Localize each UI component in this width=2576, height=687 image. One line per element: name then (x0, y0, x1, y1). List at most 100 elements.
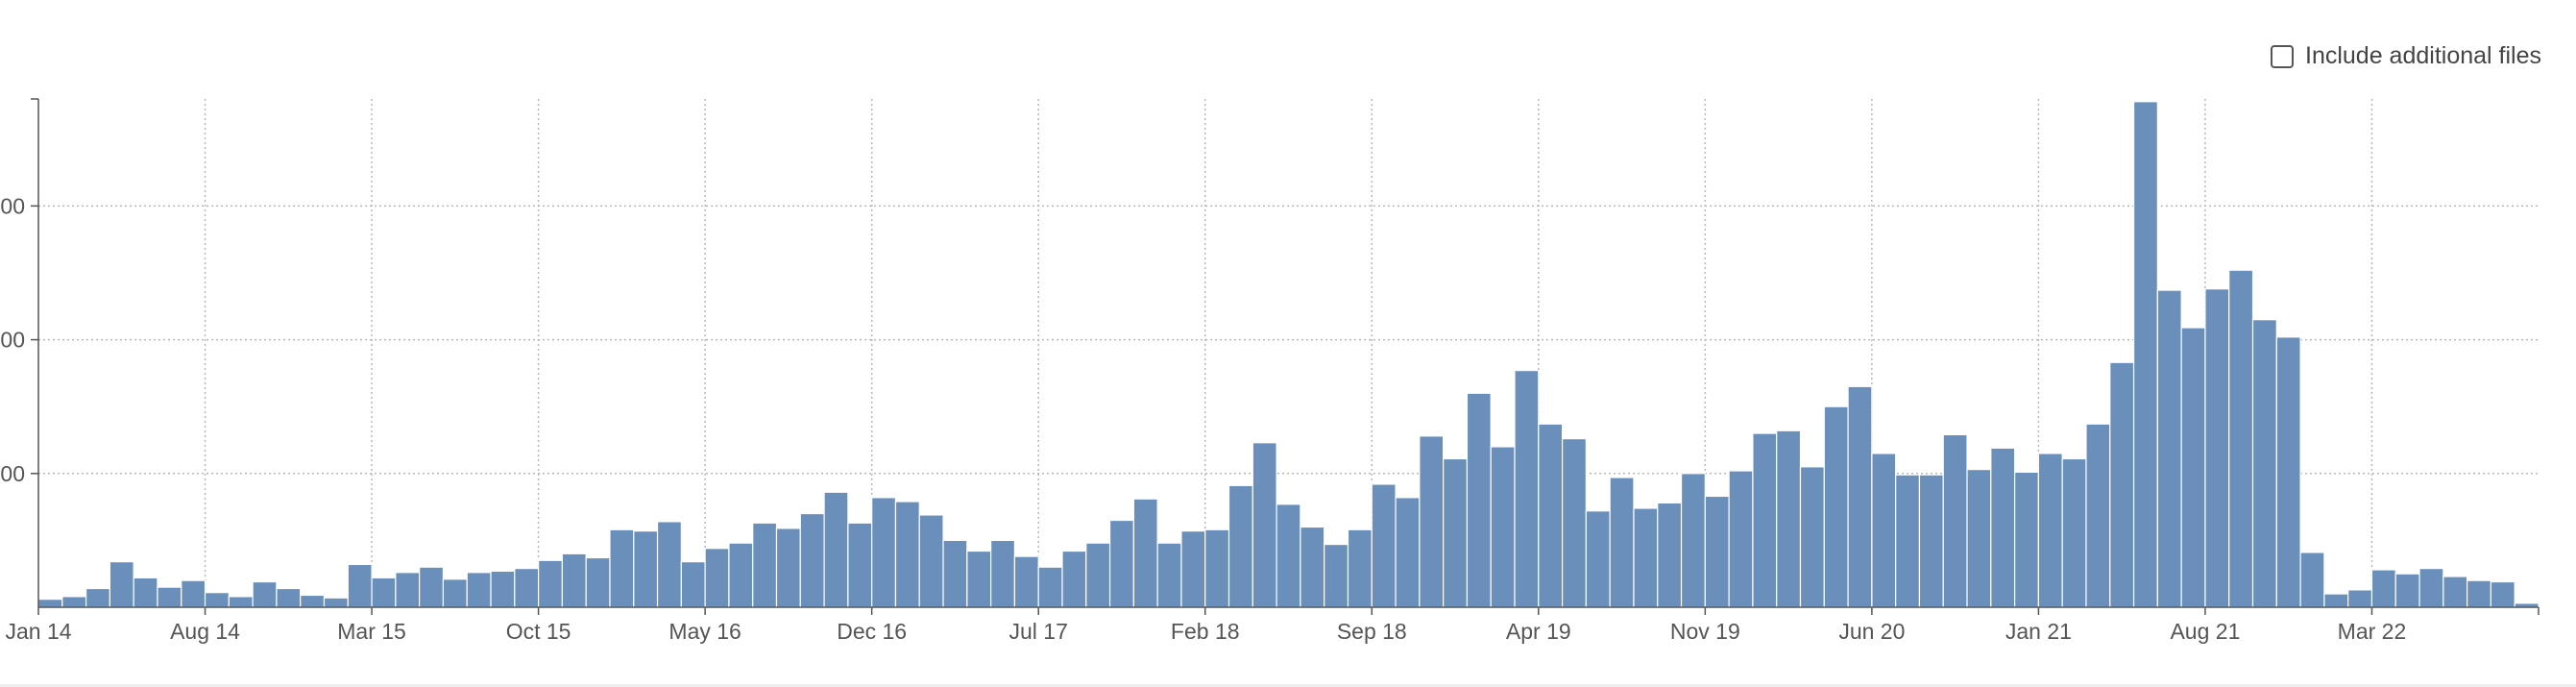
bar[interactable] (609, 528, 635, 608)
bar[interactable] (1823, 405, 1849, 608)
bar[interactable] (1704, 495, 1730, 608)
bar[interactable] (1466, 392, 1492, 608)
bar[interactable] (181, 579, 207, 608)
bar[interactable] (1918, 474, 1944, 608)
bar[interactable] (752, 522, 778, 608)
bar[interactable] (442, 578, 468, 608)
bar[interactable] (1538, 423, 1564, 608)
bar[interactable] (633, 530, 659, 608)
bar[interactable] (871, 497, 897, 608)
bar[interactable] (585, 556, 611, 608)
bar[interactable] (2204, 288, 2230, 608)
bar[interactable] (1609, 477, 1635, 608)
bar[interactable] (61, 596, 87, 608)
bar[interactable] (490, 570, 516, 608)
bar[interactable] (1443, 457, 1469, 608)
bar[interactable] (1324, 543, 1349, 608)
bar[interactable] (1990, 447, 2016, 608)
bar[interactable] (2490, 580, 2515, 608)
bar[interactable] (847, 522, 873, 608)
bar[interactable] (1061, 550, 1087, 608)
bar[interactable] (966, 550, 992, 608)
bar[interactable] (2156, 289, 2182, 608)
bar[interactable] (1276, 503, 1301, 608)
bar[interactable] (1037, 566, 1063, 608)
include-additional-files-toggle[interactable]: Include additional files (2271, 42, 2541, 70)
bar[interactable] (2109, 361, 2135, 608)
bar[interactable] (823, 491, 849, 608)
bar[interactable] (1871, 453, 1897, 608)
bar[interactable] (252, 580, 278, 608)
bar[interactable] (2370, 569, 2396, 608)
bar[interactable] (2061, 457, 2087, 608)
bar[interactable] (656, 521, 682, 608)
bar[interactable] (1585, 510, 1611, 608)
bar[interactable] (1085, 542, 1111, 608)
bar[interactable] (561, 552, 587, 608)
bar[interactable] (2085, 423, 2111, 608)
bar[interactable] (1156, 542, 1182, 608)
bar[interactable] (1395, 497, 1421, 608)
bar[interactable] (2418, 568, 2444, 608)
bar[interactable] (1180, 530, 1206, 608)
bar[interactable] (228, 596, 254, 608)
bar[interactable] (1752, 432, 1778, 608)
bar[interactable] (1942, 433, 1968, 608)
bar[interactable] (2394, 573, 2420, 608)
bar[interactable] (371, 577, 397, 608)
bar[interactable] (466, 572, 492, 608)
bar[interactable] (276, 587, 302, 608)
bar[interactable] (537, 559, 563, 608)
bar[interactable] (2037, 453, 2063, 608)
bar[interactable] (2299, 552, 2325, 608)
bar[interactable] (323, 597, 349, 608)
bar[interactable] (1799, 466, 1825, 608)
bar[interactable] (85, 587, 110, 608)
bar[interactable] (1680, 473, 1706, 608)
bar[interactable] (514, 568, 540, 608)
bar[interactable] (1633, 507, 1659, 608)
bar[interactable] (1966, 469, 1992, 608)
bar[interactable] (1657, 502, 1683, 608)
bar[interactable] (1895, 474, 1921, 608)
bar[interactable] (2442, 576, 2468, 608)
bar[interactable] (942, 539, 968, 608)
bar[interactable] (775, 528, 801, 608)
bar[interactable] (704, 548, 730, 608)
bar[interactable] (2132, 101, 2158, 608)
bar[interactable] (1227, 484, 1253, 608)
bar[interactable] (37, 599, 63, 608)
bar[interactable] (2347, 589, 2373, 608)
bar[interactable] (300, 594, 326, 608)
bar[interactable] (1371, 483, 1397, 608)
bar[interactable] (347, 563, 373, 608)
bar[interactable] (1132, 498, 1158, 608)
bar[interactable] (2275, 336, 2301, 608)
bar[interactable] (1419, 435, 1445, 608)
bar[interactable] (419, 566, 445, 608)
bar[interactable] (109, 561, 134, 608)
bar[interactable] (1013, 555, 1039, 608)
bar[interactable] (1728, 470, 1754, 608)
bar[interactable] (395, 572, 421, 608)
bar[interactable] (990, 539, 1016, 608)
bar[interactable] (894, 501, 920, 608)
bar[interactable] (1108, 519, 1134, 608)
bar[interactable] (918, 514, 944, 608)
bar[interactable] (1514, 369, 1540, 608)
include-additional-files-checkbox[interactable] (2271, 44, 2294, 68)
bar[interactable] (2180, 327, 2206, 608)
bar[interactable] (2323, 593, 2349, 608)
bar[interactable] (1300, 526, 1325, 608)
bar[interactable] (1204, 528, 1230, 608)
bar[interactable] (1490, 446, 1516, 608)
bar[interactable] (680, 561, 706, 608)
bar[interactable] (204, 592, 230, 608)
bar[interactable] (799, 512, 825, 608)
bar[interactable] (2228, 269, 2254, 608)
bar[interactable] (133, 577, 158, 608)
bar[interactable] (728, 542, 754, 608)
bar[interactable] (1776, 429, 1802, 608)
bar[interactable] (1561, 437, 1587, 608)
bar[interactable] (1252, 442, 1277, 608)
